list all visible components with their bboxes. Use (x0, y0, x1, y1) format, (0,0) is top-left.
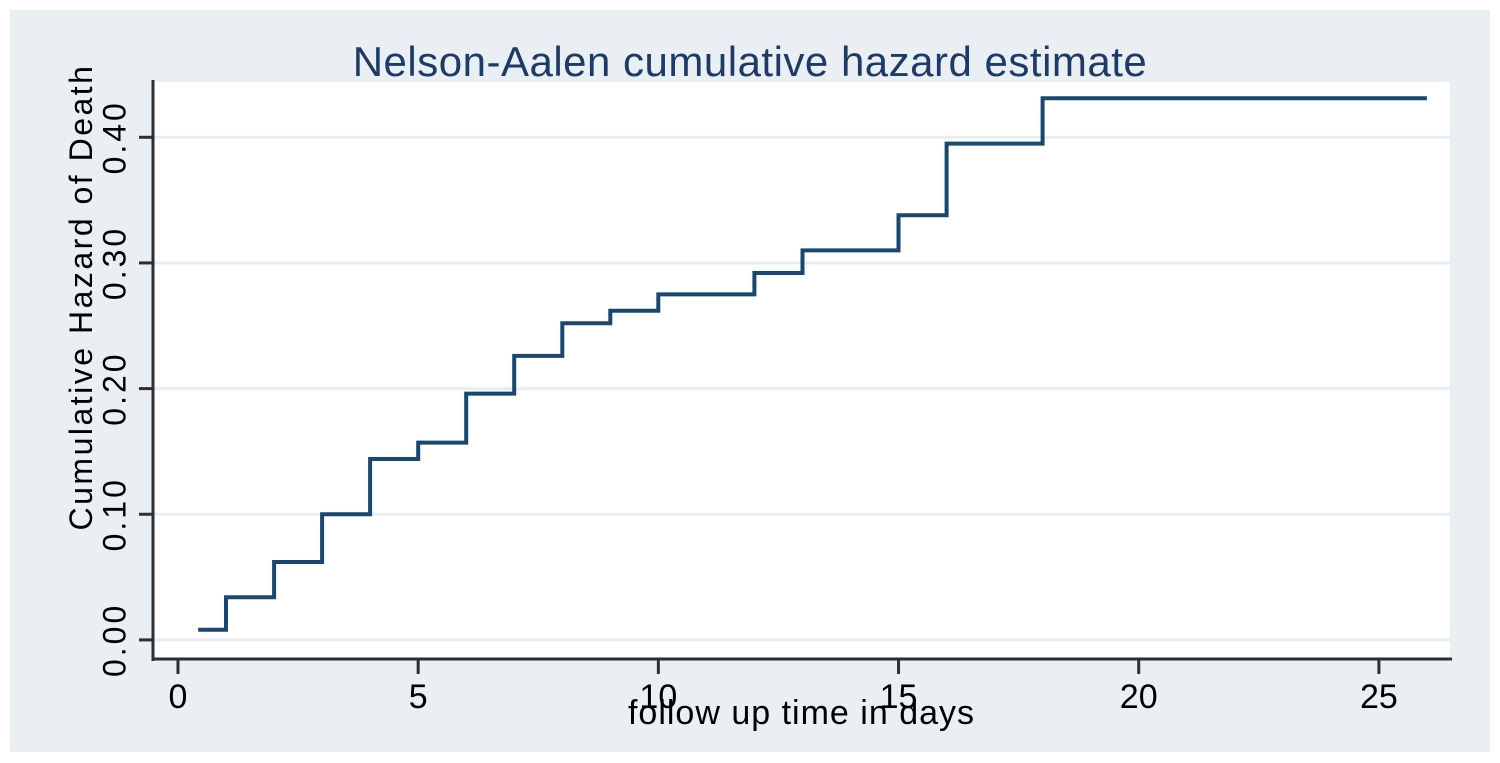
x-axis-title: follow up time in days (627, 694, 976, 732)
x-tick-label: 10 (639, 678, 677, 716)
hazard-step-line (198, 96, 1427, 632)
y-tick-label: 0.00 (96, 603, 132, 677)
x-tick-label: 0 (169, 678, 188, 716)
y-tick-label: 0.10 (96, 477, 132, 551)
x-tick-label: 5 (409, 678, 428, 716)
x-tick-label: 20 (1120, 678, 1158, 716)
plot-area (153, 82, 1450, 660)
y-tick-label: 0.40 (96, 100, 132, 174)
y-tick-label: 0.20 (96, 351, 132, 425)
x-tick-label: 25 (1360, 678, 1398, 716)
y-tick-label: 0.30 (96, 226, 132, 300)
x-tick-label: 15 (880, 678, 918, 716)
y-axis-title: Cumulative Hazard of Death (63, 63, 99, 531)
chart-title: Nelson-Aalen cumulative hazard estimate (352, 38, 1148, 85)
